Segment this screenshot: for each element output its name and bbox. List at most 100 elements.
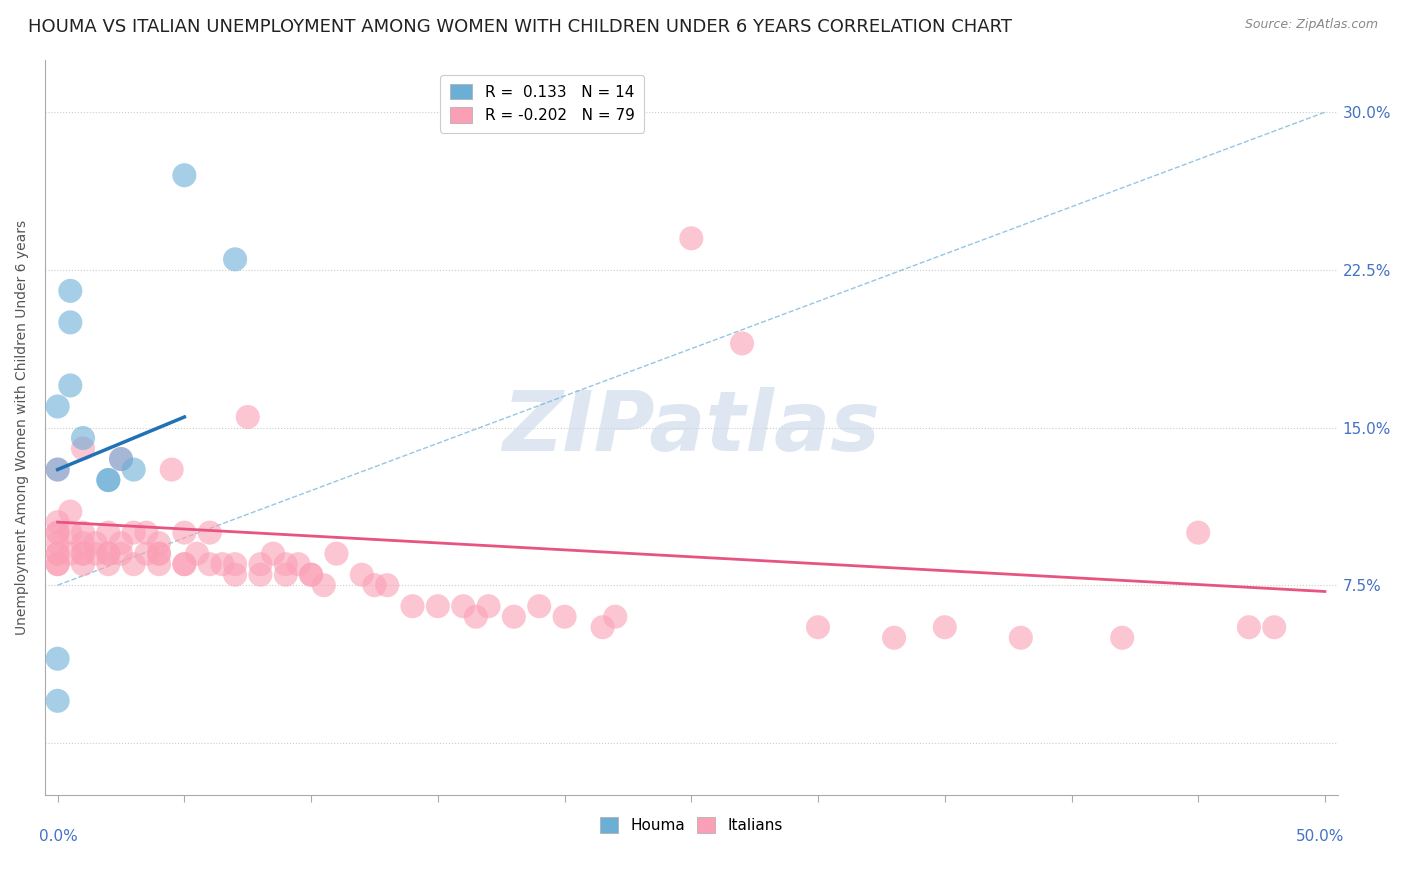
- Point: [148, 557, 170, 571]
- Legend: Houma, Italians: Houma, Italians: [593, 811, 789, 839]
- Point: [249, 567, 271, 582]
- Point: [198, 557, 221, 571]
- Point: [529, 599, 551, 614]
- Point: [46, 694, 69, 708]
- Point: [883, 631, 905, 645]
- Point: [554, 609, 576, 624]
- Text: 50.0%: 50.0%: [1296, 829, 1344, 844]
- Point: [46, 557, 69, 571]
- Point: [46, 515, 69, 529]
- Point: [46, 525, 69, 540]
- Point: [401, 599, 423, 614]
- Y-axis label: Unemployment Among Women with Children Under 6 years: Unemployment Among Women with Children U…: [15, 220, 30, 635]
- Point: [148, 536, 170, 550]
- Point: [249, 557, 271, 571]
- Point: [426, 599, 449, 614]
- Point: [605, 609, 627, 624]
- Point: [160, 462, 183, 476]
- Point: [72, 547, 94, 561]
- Point: [211, 557, 233, 571]
- Point: [325, 547, 347, 561]
- Point: [312, 578, 335, 592]
- Point: [97, 473, 120, 487]
- Point: [46, 557, 69, 571]
- Point: [46, 547, 69, 561]
- Point: [1010, 631, 1032, 645]
- Point: [375, 578, 398, 592]
- Point: [148, 547, 170, 561]
- Point: [59, 547, 82, 561]
- Point: [72, 525, 94, 540]
- Point: [236, 409, 259, 424]
- Point: [287, 557, 309, 571]
- Point: [299, 567, 322, 582]
- Point: [934, 620, 956, 634]
- Point: [274, 557, 297, 571]
- Point: [135, 525, 157, 540]
- Point: [72, 431, 94, 445]
- Point: [224, 252, 246, 267]
- Text: HOUMA VS ITALIAN UNEMPLOYMENT AMONG WOMEN WITH CHILDREN UNDER 6 YEARS CORRELATIO: HOUMA VS ITALIAN UNEMPLOYMENT AMONG WOME…: [28, 18, 1012, 36]
- Point: [46, 547, 69, 561]
- Point: [46, 525, 69, 540]
- Point: [110, 536, 132, 550]
- Point: [148, 547, 170, 561]
- Point: [224, 567, 246, 582]
- Point: [451, 599, 474, 614]
- Point: [46, 400, 69, 414]
- Point: [59, 284, 82, 298]
- Point: [1237, 620, 1260, 634]
- Point: [807, 620, 830, 634]
- Point: [262, 547, 284, 561]
- Point: [72, 536, 94, 550]
- Point: [122, 525, 145, 540]
- Point: [173, 557, 195, 571]
- Point: [135, 547, 157, 561]
- Point: [731, 336, 754, 351]
- Point: [363, 578, 385, 592]
- Point: [198, 525, 221, 540]
- Point: [97, 525, 120, 540]
- Point: [186, 547, 208, 561]
- Point: [464, 609, 486, 624]
- Point: [122, 462, 145, 476]
- Point: [173, 168, 195, 182]
- Point: [72, 442, 94, 456]
- Point: [72, 557, 94, 571]
- Point: [97, 547, 120, 561]
- Point: [122, 557, 145, 571]
- Point: [299, 567, 322, 582]
- Point: [1187, 525, 1209, 540]
- Point: [110, 452, 132, 467]
- Point: [173, 525, 195, 540]
- Point: [46, 462, 69, 476]
- Point: [1263, 620, 1285, 634]
- Point: [477, 599, 499, 614]
- Point: [97, 473, 120, 487]
- Point: [681, 231, 703, 245]
- Point: [59, 378, 82, 392]
- Point: [110, 547, 132, 561]
- Point: [84, 547, 107, 561]
- Point: [224, 557, 246, 571]
- Point: [46, 462, 69, 476]
- Point: [592, 620, 614, 634]
- Point: [110, 452, 132, 467]
- Point: [97, 557, 120, 571]
- Point: [97, 547, 120, 561]
- Point: [274, 567, 297, 582]
- Point: [59, 315, 82, 329]
- Point: [1111, 631, 1133, 645]
- Point: [173, 557, 195, 571]
- Text: ZIPatlas: ZIPatlas: [502, 387, 880, 468]
- Point: [502, 609, 524, 624]
- Point: [59, 505, 82, 519]
- Point: [72, 547, 94, 561]
- Point: [46, 536, 69, 550]
- Point: [46, 652, 69, 666]
- Point: [350, 567, 373, 582]
- Point: [84, 536, 107, 550]
- Text: Source: ZipAtlas.com: Source: ZipAtlas.com: [1244, 18, 1378, 31]
- Point: [59, 525, 82, 540]
- Text: 0.0%: 0.0%: [38, 829, 77, 844]
